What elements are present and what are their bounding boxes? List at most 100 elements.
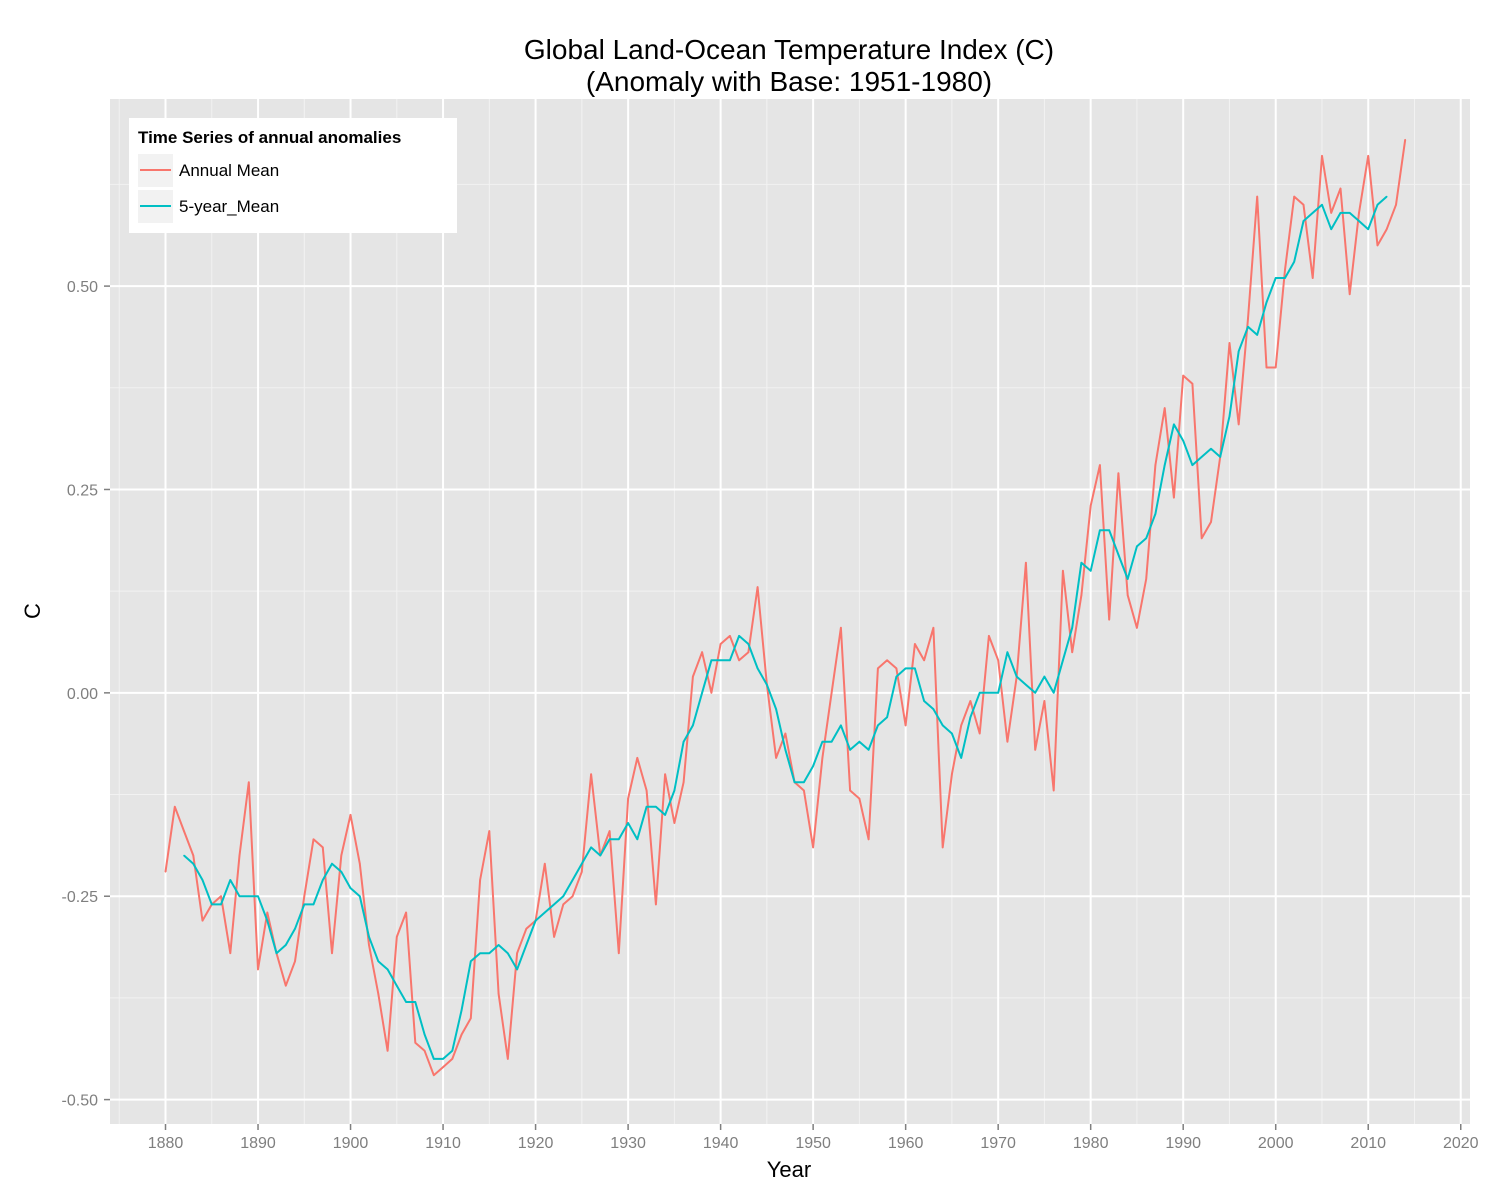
data-point-annual-mean: [1367, 155, 1369, 157]
data-point-5-year-mean: [1311, 212, 1314, 214]
x-tick-label: 1910: [425, 1135, 461, 1152]
data-point-5-year-mean: [423, 1033, 426, 1036]
data-point-annual-mean: [719, 643, 722, 645]
data-point-5-year-mean: [775, 708, 777, 710]
data-point-5-year-mean: [1025, 683, 1027, 686]
data-point-annual-mean: [544, 862, 546, 865]
series-layer: [164, 138, 1407, 1077]
data-point-5-year-mean: [1219, 456, 1221, 458]
data-point-annual-mean: [1080, 594, 1083, 596]
data-point-5-year-mean: [266, 919, 269, 922]
data-point-annual-mean: [1256, 195, 1258, 198]
data-point-annual-mean: [645, 789, 648, 792]
data-point-5-year-mean: [1145, 537, 1147, 540]
data-point-5-year-mean: [932, 708, 935, 710]
data-point-annual-mean: [220, 895, 222, 897]
data-point-annual-mean: [867, 838, 870, 841]
data-point-annual-mean: [470, 1017, 472, 1019]
data-point-5-year-mean: [1191, 464, 1194, 466]
data-point-annual-mean: [701, 651, 703, 653]
data-point-5-year-mean: [1080, 561, 1083, 564]
data-point-annual-mean: [1302, 204, 1305, 206]
data-point-5-year-mean: [211, 903, 213, 906]
data-point-5-year-mean: [738, 635, 740, 637]
data-point-annual-mean: [1339, 187, 1342, 190]
data-point-annual-mean: [497, 993, 500, 995]
data-point-5-year-mean: [479, 952, 481, 954]
x-tick-label: 1920: [518, 1135, 554, 1152]
y-tick-label: -0.50: [62, 1093, 99, 1110]
data-point-annual-mean: [904, 724, 907, 727]
data-point-annual-mean: [1321, 155, 1323, 157]
data-point-5-year-mean: [636, 838, 639, 841]
y-tick-label: 0.00: [67, 686, 98, 703]
data-point-5-year-mean: [525, 944, 528, 946]
data-point-annual-mean: [729, 635, 731, 637]
data-point-5-year-mean: [312, 903, 315, 906]
data-point-5-year-mean: [516, 968, 518, 971]
data-point-5-year-mean: [294, 928, 296, 930]
data-point-5-year-mean: [192, 862, 195, 865]
data-point-5-year-mean: [951, 732, 953, 735]
data-point-5-year-mean: [562, 895, 565, 897]
data-point-5-year-mean: [756, 667, 759, 670]
data-point-annual-mean: [349, 814, 352, 816]
data-point-5-year-mean: [1126, 578, 1129, 580]
data-point-5-year-mean: [1302, 220, 1305, 222]
y-tick-label: 0.25: [67, 482, 98, 499]
data-point-5-year-mean: [1154, 513, 1157, 515]
data-point-annual-mean: [285, 984, 287, 987]
data-point-annual-mean: [1237, 423, 1240, 426]
data-point-5-year-mean: [386, 968, 389, 971]
data-point-annual-mean: [784, 732, 787, 735]
data-point-annual-mean: [303, 895, 306, 897]
data-point-5-year-mean: [701, 692, 703, 694]
data-point-5-year-mean: [988, 692, 990, 694]
x-tick-label: 2010: [1350, 1135, 1386, 1152]
data-point-annual-mean: [1136, 627, 1138, 629]
data-point-annual-mean: [331, 952, 333, 954]
data-point-5-year-mean: [664, 814, 666, 816]
data-point-annual-mean: [692, 675, 694, 678]
data-point-5-year-mean: [405, 1001, 407, 1003]
data-point-5-year-mean: [719, 659, 722, 662]
data-point-annual-mean: [322, 846, 324, 849]
data-point-annual-mean: [1395, 204, 1397, 206]
data-point-annual-mean: [257, 968, 259, 971]
x-tick-label: 2000: [1258, 1135, 1294, 1152]
data-point-5-year-mean: [377, 960, 380, 963]
data-point-annual-mean: [460, 1033, 463, 1036]
x-tick-label: 1890: [240, 1135, 276, 1152]
data-point-5-year-mean: [581, 862, 583, 865]
data-point-annual-mean: [1311, 277, 1314, 279]
data-point-annual-mean: [229, 952, 232, 954]
x-tick-label: 1960: [888, 1135, 924, 1152]
data-point-annual-mean: [747, 651, 750, 653]
x-tick-label: 1970: [980, 1135, 1016, 1152]
axis-ticks: [104, 285, 1462, 1130]
data-point-5-year-mean: [1339, 212, 1342, 214]
data-point-annual-mean: [1108, 618, 1110, 621]
plot-panel: [110, 99, 1470, 1124]
data-point-5-year-mean: [821, 740, 824, 743]
data-point-5-year-mean: [1385, 195, 1388, 198]
data-point-5-year-mean: [331, 862, 333, 865]
data-point-annual-mean: [1145, 578, 1147, 580]
data-point-5-year-mean: [349, 887, 352, 889]
data-point-annual-mean: [405, 911, 407, 914]
data-point-5-year-mean: [618, 838, 620, 841]
data-point-annual-mean: [442, 1066, 444, 1068]
data-point-5-year-mean: [1376, 204, 1379, 206]
data-point-5-year-mean: [1358, 220, 1360, 222]
data-point-annual-mean: [830, 692, 833, 694]
data-point-annual-mean: [1376, 244, 1379, 247]
data-point-annual-mean: [238, 854, 241, 857]
data-point-annual-mean: [1043, 700, 1046, 702]
data-point-5-year-mean: [275, 952, 278, 954]
data-point-5-year-mean: [673, 789, 676, 792]
data-point-5-year-mean: [1237, 350, 1240, 353]
data-point-annual-mean: [488, 830, 491, 832]
data-point-5-year-mean: [1265, 301, 1268, 304]
data-point-annual-mean: [914, 643, 916, 645]
